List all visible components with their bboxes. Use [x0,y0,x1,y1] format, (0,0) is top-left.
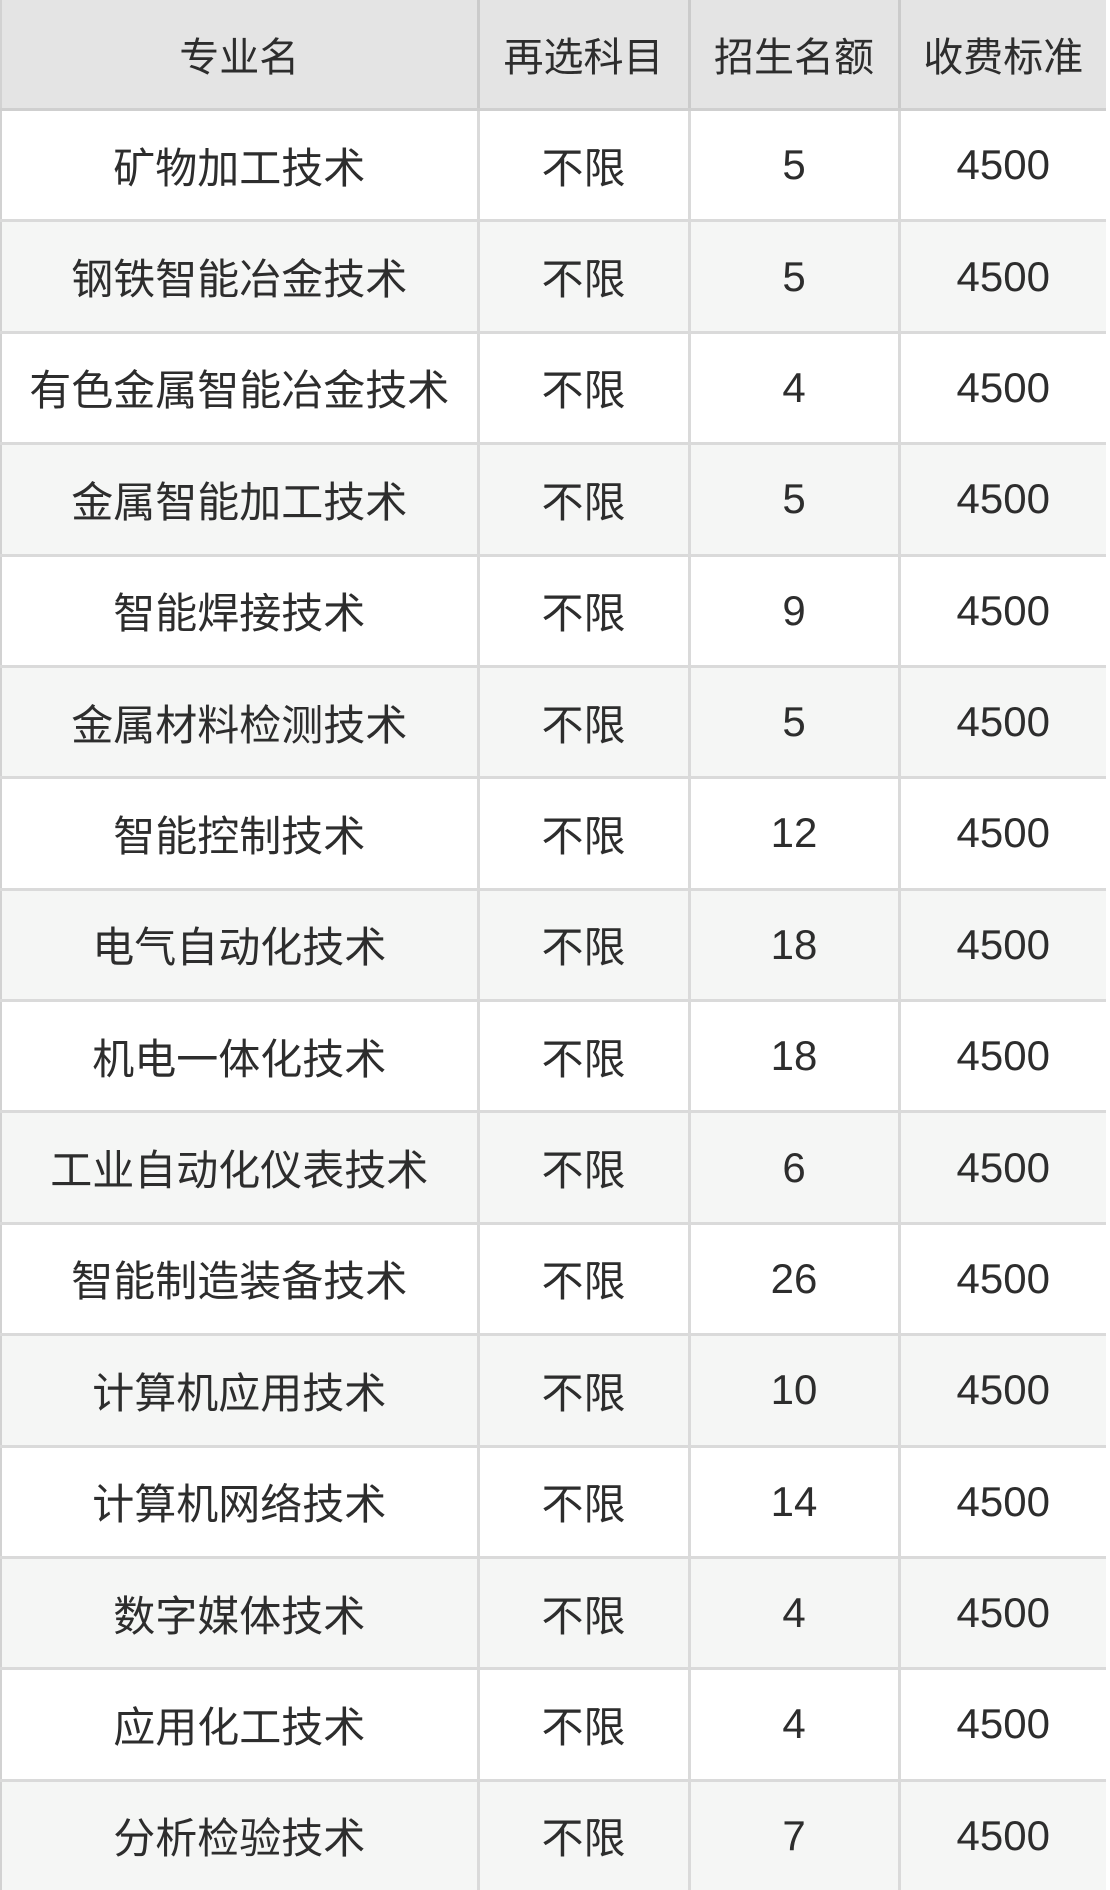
cell-major: 钢铁智能冶金技术 [0,219,480,334]
cell-fee-standard: 4500 [897,330,1106,446]
cell-reselect-subject: 不限 [476,1110,691,1225]
cell-enrollment-quota: 18 [687,887,901,1003]
table-row: 钢铁智能冶金技术 不限 5 4500 [0,219,1106,334]
cell-major: 智能控制技术 [0,776,480,891]
cell-fee-standard: 4500 [897,664,1106,780]
cell-major: 智能焊接技术 [0,553,480,668]
cell-reselect-subject: 不限 [476,1667,691,1782]
cell-major: 电气自动化技术 [0,887,480,1003]
cell-fee-standard: 4500 [897,1778,1106,1890]
cell-enrollment-quota: 5 [687,664,901,780]
cell-enrollment-quota: 5 [687,107,901,223]
col-header-reselect-subject: 再选科目 [476,0,691,111]
cell-fee-standard: 4500 [897,442,1106,557]
cell-major: 应用化工技术 [0,1667,480,1782]
table-row: 计算机网络技术 不限 14 4500 [0,1444,1106,1559]
cell-major: 分析检验技术 [0,1778,480,1890]
table-row: 分析检验技术 不限 7 4500 [0,1778,1106,1890]
cell-fee-standard: 4500 [897,219,1106,334]
cell-major: 计算机应用技术 [0,1333,480,1448]
table-row: 金属智能加工技术 不限 5 4500 [0,442,1106,557]
cell-fee-standard: 4500 [897,998,1106,1114]
cell-reselect-subject: 不限 [476,1555,691,1671]
cell-reselect-subject: 不限 [476,664,691,780]
cell-major: 工业自动化仪表技术 [0,1110,480,1225]
cell-enrollment-quota: 7 [687,1778,901,1890]
cell-fee-standard: 4500 [897,1444,1106,1559]
cell-reselect-subject: 不限 [476,1444,691,1559]
cell-enrollment-quota: 10 [687,1333,901,1448]
table-row: 矿物加工技术 不限 5 4500 [0,107,1106,223]
table-row: 金属材料检测技术 不限 5 4500 [0,664,1106,780]
cell-reselect-subject: 不限 [476,442,691,557]
cell-major: 智能制造装备技术 [0,1221,480,1337]
col-header-major: 专业名 [0,0,480,111]
cell-reselect-subject: 不限 [476,553,691,668]
col-header-fee-standard: 收费标准 [897,0,1106,111]
cell-fee-standard: 4500 [897,553,1106,668]
cell-major: 机电一体化技术 [0,998,480,1114]
cell-fee-standard: 4500 [897,1221,1106,1337]
cell-fee-standard: 4500 [897,1110,1106,1225]
table-row: 电气自动化技术 不限 18 4500 [0,887,1106,1003]
table-row: 机电一体化技术 不限 18 4500 [0,998,1106,1114]
cell-enrollment-quota: 4 [687,330,901,446]
cell-reselect-subject: 不限 [476,887,691,1003]
cell-enrollment-quota: 5 [687,442,901,557]
table-row: 智能制造装备技术 不限 26 4500 [0,1221,1106,1337]
table-row: 智能焊接技术 不限 9 4500 [0,553,1106,668]
table-row: 有色金属智能冶金技术 不限 4 4500 [0,330,1106,446]
cell-fee-standard: 4500 [897,1333,1106,1448]
cell-fee-standard: 4500 [897,107,1106,223]
cell-reselect-subject: 不限 [476,1221,691,1337]
cell-enrollment-quota: 9 [687,553,901,668]
cell-major: 矿物加工技术 [0,107,480,223]
cell-fee-standard: 4500 [897,1555,1106,1671]
cell-reselect-subject: 不限 [476,1778,691,1890]
cell-major: 金属材料检测技术 [0,664,480,780]
cell-major: 有色金属智能冶金技术 [0,330,480,446]
cell-enrollment-quota: 14 [687,1444,901,1559]
table-row: 应用化工技术 不限 4 4500 [0,1667,1106,1782]
cell-fee-standard: 4500 [897,776,1106,891]
cell-major: 金属智能加工技术 [0,442,480,557]
cell-reselect-subject: 不限 [476,776,691,891]
table-row: 工业自动化仪表技术 不限 6 4500 [0,1110,1106,1225]
table-row: 数字媒体技术 不限 4 4500 [0,1555,1106,1671]
cell-enrollment-quota: 4 [687,1555,901,1671]
cell-reselect-subject: 不限 [476,998,691,1114]
cell-reselect-subject: 不限 [476,107,691,223]
cell-enrollment-quota: 26 [687,1221,901,1337]
cell-fee-standard: 4500 [897,887,1106,1003]
table-row: 智能控制技术 不限 12 4500 [0,776,1106,891]
cell-enrollment-quota: 6 [687,1110,901,1225]
header-row: 专业名 再选科目 招生名额 收费标准 [0,0,1106,111]
cell-enrollment-quota: 4 [687,1667,901,1782]
cell-reselect-subject: 不限 [476,1333,691,1448]
cell-fee-standard: 4500 [897,1667,1106,1782]
table-row: 计算机应用技术 不限 10 4500 [0,1333,1106,1448]
cell-enrollment-quota: 12 [687,776,901,891]
cell-reselect-subject: 不限 [476,219,691,334]
cell-enrollment-quota: 18 [687,998,901,1114]
col-header-enrollment-quota: 招生名额 [687,0,901,111]
cell-major: 计算机网络技术 [0,1444,480,1559]
cell-major: 数字媒体技术 [0,1555,480,1671]
cell-reselect-subject: 不限 [476,330,691,446]
cell-enrollment-quota: 5 [687,219,901,334]
